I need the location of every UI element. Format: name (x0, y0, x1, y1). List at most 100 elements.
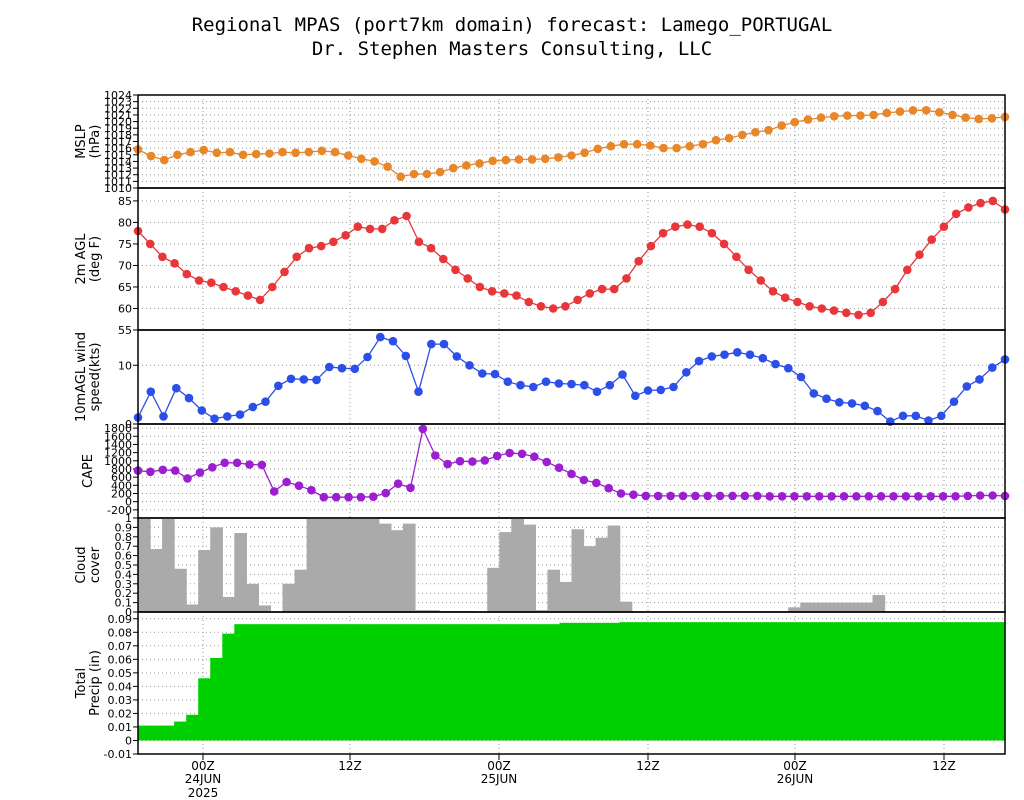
year-label: 2025 (188, 786, 219, 800)
mslp-data-point (514, 155, 524, 164)
wind-speed-data-point (363, 352, 372, 362)
total-precip-bar (354, 624, 368, 741)
mslp-ytick-label: 1011 (104, 175, 132, 188)
temperature-data-point (463, 274, 473, 283)
temperature-data-point (512, 291, 521, 300)
temperature-ytick-label: 80 (118, 216, 132, 229)
cape-ytick-label: 1600 (104, 430, 132, 443)
cloud-cover-bar (848, 602, 862, 612)
cloud-cover-bar (547, 569, 561, 612)
cloud-cover-bar (535, 610, 549, 612)
temperature-data-point (585, 289, 595, 298)
cape-data-point (158, 465, 168, 475)
wind-speed-data-point (937, 411, 946, 421)
mslp-data-point (462, 161, 471, 170)
cape-data-point (505, 448, 514, 458)
cloud-cover-bar (318, 518, 332, 612)
cape-data-point (889, 492, 898, 501)
cape-data-point (232, 458, 242, 468)
mslp-data-point (330, 147, 340, 157)
mslp-data-point (527, 155, 537, 164)
cloud-cover-bar (824, 602, 838, 612)
cloud-cover-bar (150, 549, 163, 612)
wind-speed-data-point (554, 379, 564, 388)
mslp-data-point (632, 139, 642, 149)
cloud-cover-bar (138, 518, 151, 612)
mslp-ytick-label: 1024 (104, 89, 132, 102)
temperature-axis-label: 2m AGL (74, 233, 89, 285)
total-precip-bar (776, 622, 789, 741)
temperature-data-point (182, 269, 192, 279)
cape-ytick-label: 800 (111, 463, 132, 476)
temperature-data-point (878, 297, 888, 307)
temperature-data-point (609, 284, 619, 294)
time-tick-label: 12Z (932, 759, 956, 773)
mslp-data-point (777, 121, 786, 130)
total-precip-bar (342, 624, 356, 741)
total-precip-ytick-label: 0.06 (108, 653, 133, 666)
mslp-data-point (199, 145, 208, 155)
total-precip-bar (920, 622, 934, 741)
temperature-data-point (365, 224, 375, 234)
total-precip-bar (619, 622, 633, 741)
cape-data-point (356, 492, 366, 502)
cloud-cover-bar (294, 569, 308, 612)
total-precip-bar (138, 725, 151, 741)
wind-speed-data-point (847, 399, 857, 408)
cloud-cover-ytick-label: 0.1 (115, 597, 133, 610)
total-precip-bar (968, 622, 982, 741)
cape-series-line (137, 426, 1006, 498)
mslp-data-point (711, 135, 721, 145)
total-precip-bar (499, 624, 512, 741)
cape-ytick-label: 1400 (104, 438, 132, 451)
temperature-data-point (951, 209, 961, 219)
total-precip-bar (679, 622, 693, 741)
total-precip-bar (306, 624, 320, 741)
mslp-data-point (764, 125, 773, 135)
temperature-data-point (927, 235, 936, 244)
total-precip-bar (330, 624, 344, 741)
cape-data-point (740, 491, 750, 501)
cloud-cover-bar (559, 581, 573, 612)
time-tick-label: 12Z (636, 759, 660, 773)
temperature-ytick-label: 55 (118, 324, 132, 337)
mslp-data-point (921, 106, 931, 115)
cape-data-point (220, 458, 229, 468)
cape-data-point (753, 491, 762, 501)
total-precip-bar (535, 624, 549, 741)
cloud-cover-bar (222, 596, 235, 612)
cape-ytick-label: 1000 (104, 455, 132, 468)
temperature-data-point (695, 222, 704, 231)
cape-data-point (777, 492, 787, 501)
temperature-data-point (353, 222, 363, 231)
temperature-data-point (145, 239, 155, 249)
total-precip-bar (427, 624, 440, 741)
total-precip-bar (728, 622, 741, 741)
total-precip-bar (836, 622, 850, 741)
cape-data-point (468, 457, 477, 466)
cape-data-point (691, 491, 700, 501)
cape-data-point (307, 485, 316, 495)
cloud-cover-ytick-label: 0 (125, 606, 132, 619)
cloud-cover-ytick-label: 1 (125, 512, 132, 525)
mslp-data-point (291, 148, 300, 158)
wind-speed-data-point (605, 380, 615, 390)
temperature-data-point (573, 295, 582, 305)
total-precip-bar (583, 622, 597, 741)
cape-data-point (827, 492, 836, 501)
temperature-ytick-label: 75 (118, 238, 132, 251)
total-precip-bar (162, 725, 175, 741)
mslp-data-point (751, 127, 760, 137)
mslp-data-point (829, 112, 839, 121)
total-precip-bar (198, 678, 211, 741)
mslp-data-point (225, 147, 235, 157)
temperature-data-point (316, 241, 326, 251)
temperature-data-point (915, 250, 924, 259)
cape-ytick-label: -200 (107, 504, 132, 517)
total-precip-bar (511, 624, 524, 741)
cape-ytick-label: 0 (125, 496, 132, 509)
mslp-data-point (422, 169, 432, 179)
wind-speed-data-point (210, 414, 219, 424)
